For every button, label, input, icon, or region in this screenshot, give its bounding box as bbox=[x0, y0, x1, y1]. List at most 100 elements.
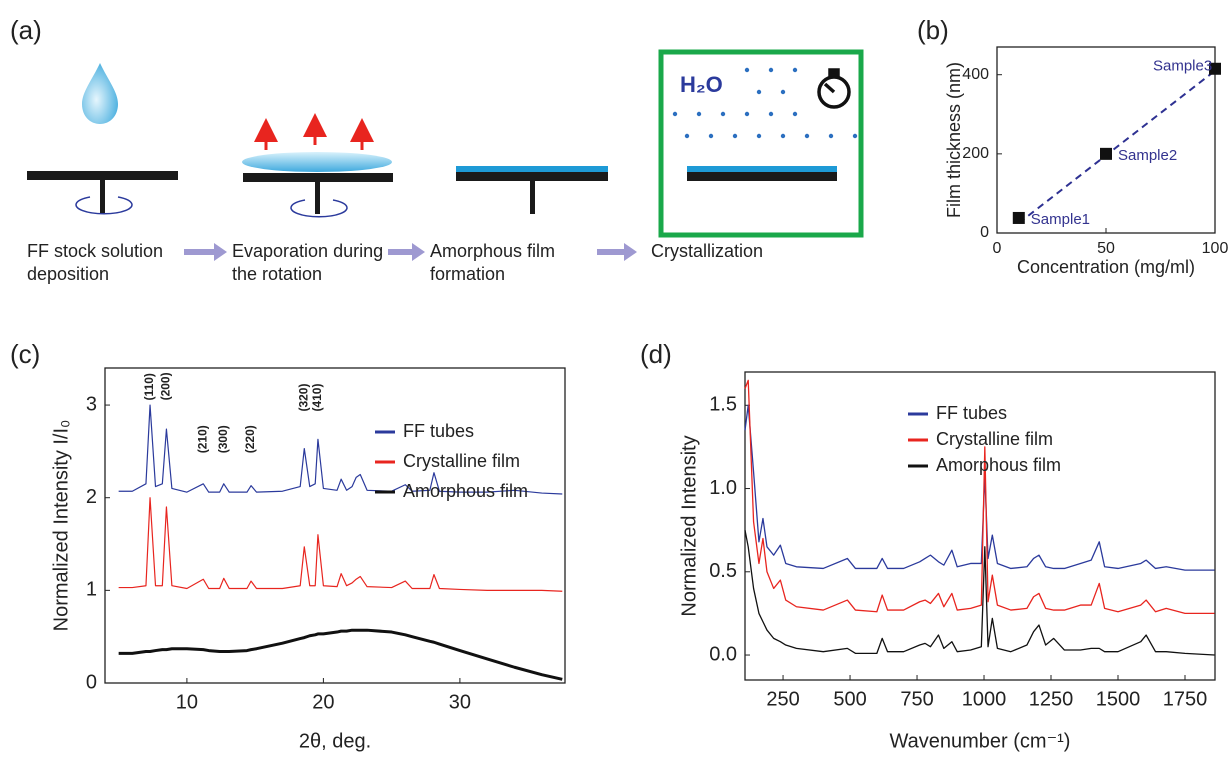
legend-label: FF tubes bbox=[936, 403, 1007, 423]
peak-label: (220) bbox=[243, 425, 257, 453]
panel-label: (a) bbox=[10, 15, 42, 45]
x-tick-label: 50 bbox=[1097, 240, 1115, 257]
x-tick-label: 750 bbox=[900, 688, 933, 710]
x-axis-label: Wavenumber (cm⁻¹) bbox=[890, 730, 1071, 752]
water-dot bbox=[720, 111, 726, 117]
y-tick-label: 200 bbox=[962, 145, 989, 162]
spin-plate bbox=[27, 171, 178, 180]
film bbox=[687, 166, 837, 172]
spin-stem bbox=[530, 181, 535, 214]
point-label: Sample2 bbox=[1118, 147, 1177, 164]
h2o-label: H₂O bbox=[680, 72, 723, 97]
x-tick-label: 500 bbox=[833, 688, 866, 710]
legend-label: FF tubes bbox=[403, 421, 474, 441]
water-dot bbox=[792, 111, 798, 117]
step-text: deposition bbox=[27, 264, 109, 284]
water-chamber bbox=[658, 49, 864, 238]
panel-label: (b) bbox=[917, 15, 949, 45]
data-point bbox=[1209, 62, 1221, 75]
panel-label: (c) bbox=[10, 339, 40, 369]
spin-plate bbox=[243, 173, 393, 182]
water-dots bbox=[672, 67, 858, 139]
y-tick-label: 0.5 bbox=[709, 560, 737, 582]
water-dot bbox=[780, 133, 786, 139]
film bbox=[456, 166, 608, 172]
x-tick-label: 30 bbox=[449, 691, 471, 713]
data-line bbox=[118, 404, 563, 495]
legend-label: Amorphous film bbox=[936, 455, 1061, 475]
step-text: Evaporation during bbox=[232, 241, 383, 261]
data-line bbox=[744, 379, 1215, 615]
step-arrows bbox=[184, 243, 637, 261]
data-point bbox=[1012, 211, 1025, 224]
water-dot bbox=[672, 111, 678, 117]
step-text: formation bbox=[430, 264, 505, 284]
water-dot bbox=[780, 89, 786, 95]
droplet bbox=[82, 63, 118, 124]
peak-label: (210) bbox=[195, 425, 209, 453]
stopwatch bbox=[817, 68, 851, 109]
panel-label: (d) bbox=[640, 339, 672, 369]
legend-label: Amorphous film bbox=[403, 481, 528, 501]
water-dot bbox=[744, 111, 750, 117]
diagram: (a) H₂O FF stock solution depositi bbox=[10, 15, 864, 284]
peak-label: (200) bbox=[159, 372, 173, 400]
y-tick-label: 0.0 bbox=[709, 643, 737, 665]
y-axis-label: Film thickness (nm) bbox=[944, 62, 964, 218]
water-dot bbox=[804, 133, 810, 139]
x-tick-label: 10 bbox=[176, 691, 198, 713]
water-dot bbox=[768, 67, 774, 73]
x-axis-label: Concentration (mg/ml) bbox=[1017, 257, 1195, 277]
step-text: Amorphous film bbox=[430, 241, 555, 261]
step-text: the rotation bbox=[232, 264, 322, 284]
step-text: FF stock solution bbox=[27, 241, 163, 261]
water-dot bbox=[828, 133, 834, 139]
peak-label: (110) bbox=[142, 373, 156, 400]
plot-frame bbox=[744, 371, 1216, 681]
y-tick-label: 1 bbox=[86, 579, 97, 601]
data-line bbox=[744, 530, 1215, 656]
water-dot bbox=[744, 67, 750, 73]
solution-pool bbox=[242, 152, 392, 172]
water-dot bbox=[732, 133, 738, 139]
evaporation-arrows bbox=[254, 113, 374, 150]
y-tick-label: 0 bbox=[980, 224, 989, 241]
substrate bbox=[687, 172, 837, 181]
legend-label: Crystalline film bbox=[403, 451, 520, 471]
plot-frame bbox=[996, 46, 1216, 234]
water-dot bbox=[708, 133, 714, 139]
y-tick-label: 1.0 bbox=[709, 477, 737, 499]
rotation bbox=[75, 196, 133, 215]
water-dot bbox=[756, 89, 762, 95]
y-tick-label: 400 bbox=[962, 66, 989, 83]
y-tick-label: 2 bbox=[86, 486, 97, 508]
data-point bbox=[1100, 147, 1112, 160]
water-dot bbox=[756, 133, 762, 139]
point-label: Sample3 bbox=[1153, 58, 1212, 75]
x-tick-label: 1500 bbox=[1096, 688, 1141, 710]
x-tick-label: 1750 bbox=[1163, 688, 1208, 710]
plot-frame bbox=[104, 367, 566, 684]
step-text: Crystallization bbox=[651, 241, 763, 261]
data-line bbox=[118, 628, 563, 681]
water-dot bbox=[684, 133, 690, 139]
x-tick-label: 0 bbox=[993, 240, 1002, 257]
spin-plate bbox=[456, 172, 608, 181]
water-dot bbox=[852, 133, 858, 139]
x-tick-label: 20 bbox=[312, 691, 334, 713]
x-tick-label: 250 bbox=[766, 688, 799, 710]
y-tick-label: 0 bbox=[86, 671, 97, 693]
water-dot bbox=[768, 111, 774, 117]
y-axis-label: Normalized Intensity I/I₀ bbox=[50, 420, 72, 632]
spin-stem bbox=[315, 182, 320, 214]
water-dot bbox=[696, 111, 702, 117]
spin-stem bbox=[100, 180, 105, 213]
rotation bbox=[290, 199, 348, 218]
peak-label: (320) bbox=[296, 384, 310, 412]
x-tick-label: 100 bbox=[1202, 240, 1229, 257]
y-axis-label: Normalized Intensity bbox=[678, 435, 700, 616]
water-dot bbox=[792, 67, 798, 73]
y-tick-label: 1.5 bbox=[709, 394, 737, 416]
